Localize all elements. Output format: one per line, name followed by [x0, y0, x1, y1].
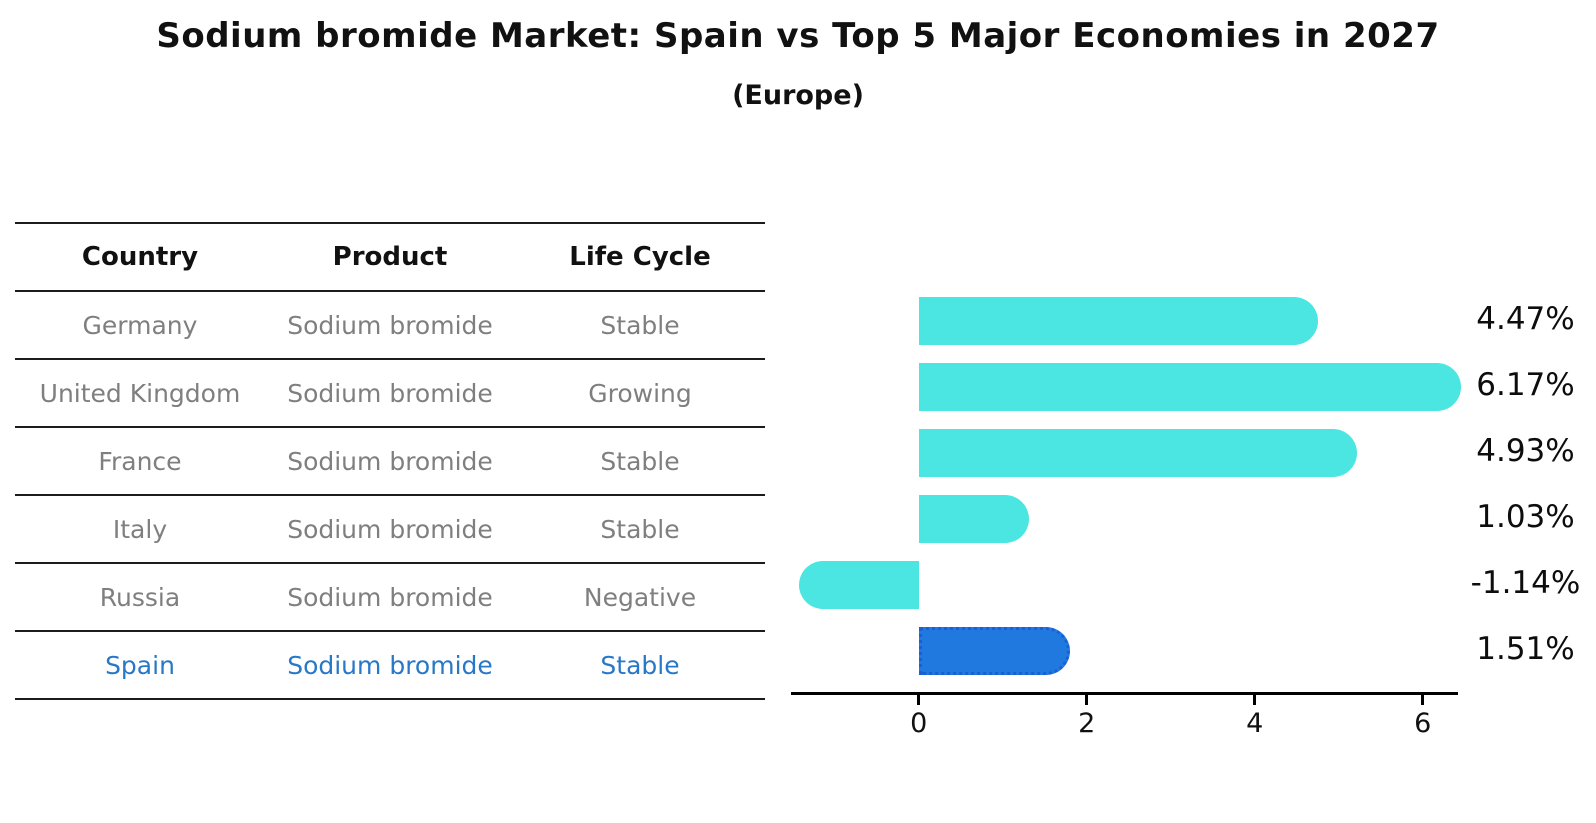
cell-country: Germany	[82, 310, 198, 340]
table-row-france: France Sodium bromide Stable	[15, 428, 765, 496]
bar-russia	[798, 561, 919, 609]
x-axis-tick-label-4: 4	[1246, 708, 1264, 739]
x-axis-tick-label-0: 0	[910, 708, 928, 739]
x-axis-tick-label-2: 2	[1078, 708, 1096, 739]
bar-spain	[918, 627, 1070, 675]
value-label-united-kingdom: 6.17%	[1476, 367, 1575, 403]
table-row-italy: Italy Sodium bromide Stable	[15, 496, 765, 564]
plot-area: 0 2 4 6	[791, 280, 1461, 739]
table-header-row: Country Product Life Cycle	[15, 224, 765, 292]
cell-country: Spain	[105, 650, 175, 680]
cell-product: Sodium bromide	[287, 310, 493, 340]
cell-country: Russia	[99, 582, 181, 612]
cell-life-cycle: Stable	[600, 446, 680, 476]
bar-germany	[918, 297, 1319, 345]
cell-product: Sodium bromide	[287, 514, 493, 544]
chart-subtitle: (Europe)	[732, 80, 864, 111]
x-axis-tick-2	[1085, 695, 1089, 705]
cell-life-cycle: Stable	[600, 310, 680, 340]
cell-life-cycle: Stable	[600, 514, 680, 544]
cell-life-cycle: Stable	[600, 650, 680, 680]
column-header-country: Country	[81, 242, 199, 272]
bar-united-kingdom	[918, 363, 1461, 411]
table-body: Germany Sodium bromide Stable United Kingdo…	[15, 292, 765, 700]
cell-product: Sodium bromide	[287, 378, 493, 408]
cell-life-cycle: Negative	[583, 582, 697, 612]
x-axis-line	[791, 692, 1458, 695]
x-axis-tick-4	[1253, 695, 1257, 705]
cell-product: Sodium bromide	[287, 582, 493, 612]
value-label-italy: 1.03%	[1476, 499, 1575, 535]
x-axis-tick-0	[917, 695, 921, 705]
value-label-russia: -1.14%	[1470, 565, 1581, 601]
cell-life-cycle: Growing	[588, 378, 692, 408]
cell-country: France	[98, 446, 182, 476]
table-row-spain: Spain Sodium bromide Stable	[15, 632, 765, 700]
cell-product: Sodium bromide	[287, 446, 493, 476]
value-label-germany: 4.47%	[1476, 301, 1575, 337]
cell-product: Sodium bromide	[287, 650, 493, 680]
x-axis-tick-label-6: 6	[1414, 708, 1432, 739]
cell-country: United Kingdom	[39, 378, 241, 408]
bar-france	[918, 429, 1357, 477]
country-info-table: Country Product Life Cycle Germany Sodium…	[15, 222, 765, 700]
x-axis-tick-6	[1421, 695, 1425, 705]
column-header-product: Product	[332, 242, 448, 272]
table-row-germany: Germany Sodium bromide Stable	[15, 292, 765, 360]
bar-italy	[918, 495, 1030, 543]
column-header-life-cycle: Life Cycle	[569, 242, 711, 272]
chart-title: Sodium bromide Market: Spain vs Top 5 Ma…	[156, 16, 1440, 56]
table-row-russia: Russia Sodium bromide Negative	[15, 564, 765, 632]
cell-country: Italy	[112, 514, 168, 544]
value-label-spain: 1.51%	[1476, 631, 1575, 667]
table-row-united-kingdom: United Kingdom Sodium bromide Growing	[15, 360, 765, 428]
value-label-france: 4.93%	[1476, 433, 1575, 469]
